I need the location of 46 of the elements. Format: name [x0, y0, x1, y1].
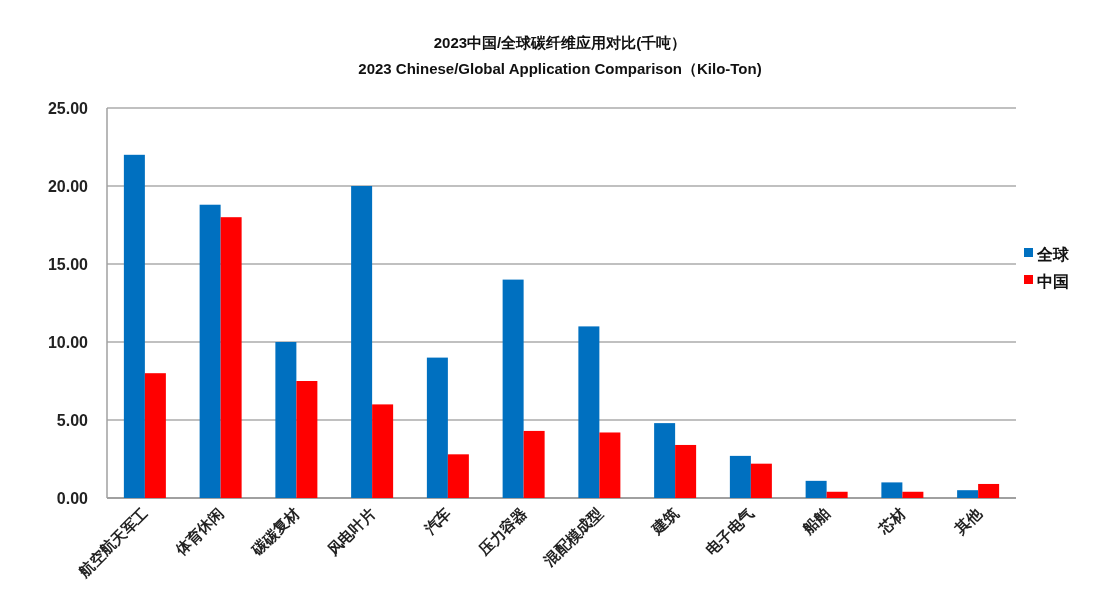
- legend-label: 全球: [1036, 246, 1070, 263]
- y-tick-label: 15.00: [47, 256, 89, 273]
- bar: [654, 423, 676, 498]
- chart-title: 2023中国/全球碳纤维应用对比(千吨）: [433, 34, 687, 51]
- x-tick-label: 芯材: [874, 504, 909, 539]
- bar: [296, 381, 318, 498]
- x-tick-label: 混配模成型: [539, 504, 606, 570]
- bar: [750, 463, 772, 498]
- bar: [599, 432, 621, 498]
- bar: [447, 454, 469, 498]
- bar: [881, 482, 903, 498]
- bar: [199, 204, 221, 498]
- bar: [957, 490, 979, 498]
- x-tick-label: 碳碳复材: [247, 504, 303, 560]
- chart-subtitle: 2023 Chinese/Global Application Comparison（Kilo-Ton): [358, 60, 762, 77]
- bar: [351, 186, 373, 498]
- x-tick-label: 电子电气: [702, 504, 757, 559]
- x-tick-label: 压力容器: [474, 504, 530, 560]
- bar: [675, 444, 697, 498]
- x-tick-label: 风电叶片: [323, 504, 379, 560]
- x-tick-label: 体育休闲: [171, 504, 227, 560]
- bar: [578, 326, 600, 498]
- bar: [123, 154, 145, 498]
- legend-label: 中国: [1037, 273, 1069, 290]
- y-tick-label: 0.00: [56, 490, 89, 507]
- y-tick-label: 25.00: [47, 100, 89, 117]
- y-tick-label: 20.00: [47, 178, 89, 195]
- bar: [805, 480, 827, 498]
- bar: [523, 430, 545, 498]
- bar: [978, 483, 1000, 498]
- bar: [275, 342, 297, 498]
- x-tick-label: 航空航天军工: [74, 504, 151, 581]
- x-tick-label: 建筑: [647, 504, 682, 539]
- x-tick-label: 其他: [950, 503, 985, 539]
- y-tick-label: 10.00: [47, 334, 89, 351]
- y-tick-label: 5.00: [56, 412, 89, 429]
- x-tick-label: 船舶: [798, 504, 833, 539]
- x-tick-label: 汽车: [420, 504, 454, 539]
- bar: [426, 357, 448, 498]
- bar: [220, 217, 242, 498]
- bar: [502, 279, 524, 498]
- bar: [372, 404, 394, 498]
- bar: [902, 491, 924, 498]
- bar: [144, 373, 166, 498]
- bar: [729, 455, 751, 498]
- bar: [826, 491, 848, 498]
